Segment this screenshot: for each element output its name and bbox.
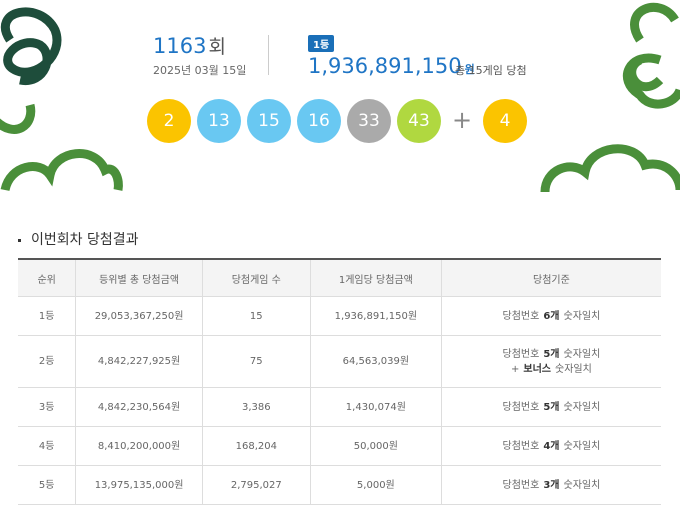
cell-total: 4,842,227,925원 <box>75 335 203 388</box>
criteria-text: 5개 <box>543 401 560 413</box>
criteria-text: 숫자일치 <box>555 363 592 375</box>
criteria-text: 5개 <box>543 348 560 360</box>
cell-games: 75 <box>201 335 311 388</box>
cell-total: 8,410,200,000원 <box>75 426 203 466</box>
cell-criteria: 당첨번호 5개 숫자일치 <box>440 387 661 427</box>
column-header: 순위 <box>18 259 77 297</box>
cell-per-game: 5,000원 <box>309 465 442 505</box>
round-suffix: 회 <box>208 36 226 58</box>
cell-rank: 2등 <box>18 335 77 388</box>
criteria-text: 당첨번호 <box>502 401 540 413</box>
draw-date: 2025년 03월 15일 <box>153 64 247 77</box>
table-row: 3등 4,842,230,564원 3,386 1,430,074원 당첨번호 5개 숫자일… <box>18 387 661 427</box>
criteria-text: 당첨번호 <box>502 440 540 452</box>
criteria-line: + 보너스 숫자일치 <box>443 362 660 377</box>
ball: 43 <box>397 99 441 143</box>
column-header: 당첨게임 수 <box>201 259 311 297</box>
divider <box>268 35 269 75</box>
table-row: 5등 13,975,135,000원 2,795,027 5,000원 당첨번호 3개 숫자… <box>18 465 661 505</box>
criteria-text: 당첨번호 <box>502 479 540 491</box>
cell-games: 168,204 <box>201 426 311 466</box>
cell-rank: 3등 <box>18 387 77 427</box>
criteria-line: 당첨번호 6개 숫자일치 <box>443 309 660 324</box>
ball: 2 <box>147 99 191 143</box>
decoration <box>0 2 680 193</box>
prize-amount: 1,936,891,150 원 <box>308 54 475 78</box>
result-table: 순위 등위별 총 당첨금액 당첨게임 수 1게임당 당첨금액 당첨기준 1등 29,053,… <box>18 258 661 505</box>
criteria-text: 4개 <box>543 440 560 452</box>
column-header: 등위별 총 당첨금액 <box>75 259 203 297</box>
cell-per-game: 50,000원 <box>309 426 442 466</box>
table-row: 2등 4,842,227,925원 75 64,563,039원 당첨번호 5개 숫자일치 +… <box>18 335 661 388</box>
cell-criteria: 당첨번호 3개 숫자일치 <box>440 465 661 505</box>
cell-games: 15 <box>201 296 311 336</box>
criteria-text: 당첨번호 <box>502 348 540 360</box>
cell-games: 2,795,027 <box>201 465 311 505</box>
section-title: 이번회차 당첨결과 <box>18 229 139 249</box>
criteria-text: 3개 <box>543 479 560 491</box>
bonus-ball: 4 <box>483 99 527 143</box>
cell-per-game: 64,563,039원 <box>309 335 442 388</box>
amount-unit: 원 <box>464 63 475 76</box>
amount-value: 1,936,891,150 <box>308 54 462 78</box>
cell-total: 13,975,135,000원 <box>75 465 203 505</box>
cell-criteria: 당첨번호 6개 숫자일치 <box>440 296 661 336</box>
criteria-text: 숫자일치 <box>563 310 601 322</box>
cell-per-game: 1,430,074원 <box>309 387 442 427</box>
criteria-line: 당첨번호 5개 숫자일치 <box>443 400 660 415</box>
criteria-text: + <box>511 363 520 375</box>
cell-criteria: 당첨번호 4개 숫자일치 <box>440 426 661 466</box>
column-header: 당첨기준 <box>440 259 661 297</box>
ball: 13 <box>197 99 241 143</box>
criteria-text: 당첨번호 <box>502 310 540 322</box>
header-row: 순위 등위별 총 당첨금액 당첨게임 수 1게임당 당첨금액 당첨기준 <box>18 259 661 297</box>
ball: 16 <box>297 99 341 143</box>
criteria-text: 6개 <box>543 310 560 322</box>
cell-rank: 5등 <box>18 465 77 505</box>
plus-sign: + <box>452 106 473 134</box>
ball: 33 <box>347 99 391 143</box>
table-row: 1등 29,053,367,250원 15 1,936,891,150원 당첨번호 6개 숫… <box>18 296 661 336</box>
criteria-line: 당첨번호 3개 숫자일치 <box>443 478 660 493</box>
cell-rank: 4등 <box>18 426 77 466</box>
cell-rank: 1등 <box>18 296 77 336</box>
criteria-line: 당첨번호 4개 숫자일치 <box>443 439 660 454</box>
round: 1163 회 <box>153 32 226 59</box>
criteria-text: 보너스 <box>523 363 552 375</box>
round-number: 1163 <box>153 34 207 58</box>
criteria-text: 숫자일치 <box>563 440 601 452</box>
cell-total: 29,053,367,250원 <box>75 296 203 336</box>
cell-total: 4,842,230,564원 <box>75 387 203 427</box>
cell-criteria: 당첨번호 5개 숫자일치 + 보너스 숫자일치 <box>440 335 661 388</box>
criteria-text: 숫자일치 <box>563 401 601 413</box>
criteria-text: 숫자일치 <box>563 348 601 360</box>
cell-per-game: 1,936,891,150원 <box>309 296 442 336</box>
criteria-text: 숫자일치 <box>563 479 601 491</box>
prize-badge: 1등 <box>308 35 335 52</box>
table-row: 4등 8,410,200,000원 168,204 50,000원 당첨번호 4개 숫자일치 <box>18 426 661 466</box>
cell-games: 3,386 <box>201 387 311 427</box>
column-header: 1게임당 당첨금액 <box>309 259 442 297</box>
ball: 15 <box>247 99 291 143</box>
winners: 총 15게임 당첨 <box>455 64 527 77</box>
criteria-line: 당첨번호 5개 숫자일치 <box>443 347 660 362</box>
